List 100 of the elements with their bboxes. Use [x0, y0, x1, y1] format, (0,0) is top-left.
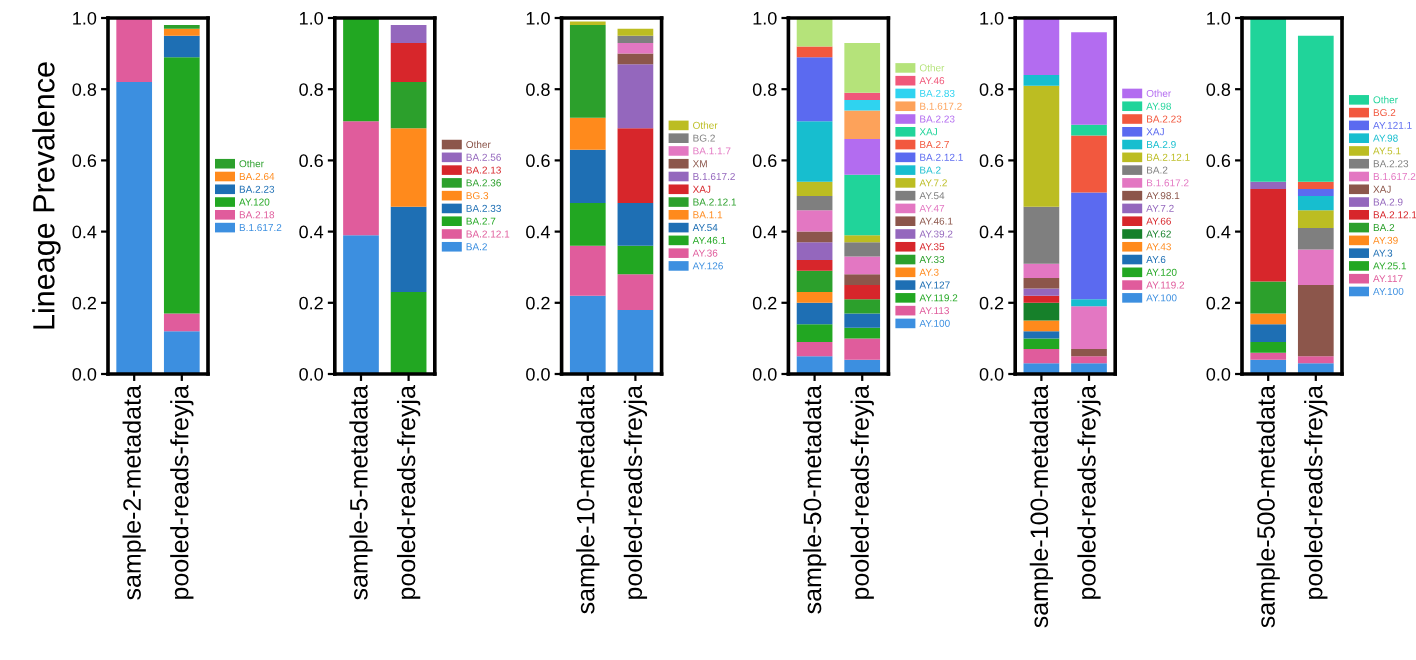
bar	[390, 82, 427, 129]
y-tick-label: 1.0	[753, 11, 777, 25]
bar	[569, 149, 606, 204]
bar	[844, 99, 881, 111]
x-tick-label: sample-10-metadata	[576, 385, 600, 614]
bar	[1071, 349, 1107, 357]
y-tick-label: 1.0	[1207, 11, 1231, 25]
bar	[1297, 196, 1334, 211]
bar	[1023, 18, 1060, 75]
y-tick-label: 0.4	[752, 225, 777, 239]
bar	[1023, 302, 1060, 321]
bar	[343, 18, 379, 122]
bar	[390, 206, 427, 293]
bar	[116, 18, 153, 83]
bar	[1023, 85, 1060, 207]
y-tick-label: 0.0	[299, 367, 323, 381]
bar	[844, 42, 881, 93]
bar	[1297, 181, 1334, 189]
bar	[569, 25, 606, 118]
bar	[569, 245, 606, 296]
bar	[1297, 35, 1334, 182]
bar	[796, 270, 833, 293]
bar	[1023, 74, 1060, 86]
bar	[1071, 32, 1107, 125]
y-tick-label: 0.8	[752, 83, 777, 96]
y-tick-label: 0.8	[1206, 83, 1231, 96]
bar	[844, 327, 881, 339]
bar	[844, 299, 881, 314]
y-tick-label: 0.4	[72, 225, 97, 239]
bar	[390, 128, 427, 207]
bar	[1250, 181, 1287, 189]
bar	[1071, 299, 1107, 307]
bar	[1250, 324, 1287, 342]
y-tick-label: 0.6	[752, 154, 777, 168]
bar	[1023, 331, 1060, 339]
bar	[1023, 349, 1060, 364]
y-tick-label: 0.8	[72, 83, 97, 96]
bar	[796, 302, 833, 325]
y-tick-label: 1.0	[73, 11, 97, 25]
bar	[1297, 285, 1334, 357]
y-tick-label: 0.2	[72, 296, 96, 310]
bar	[569, 295, 606, 374]
bar	[390, 292, 427, 374]
bar	[163, 35, 200, 58]
bar	[796, 121, 833, 182]
bar	[390, 42, 427, 83]
x-tick-label: sample-500-metadata	[1256, 385, 1280, 628]
bar	[1023, 320, 1060, 332]
y-tick-label: 0.4	[526, 225, 550, 239]
bar	[844, 92, 881, 100]
x-tick-label: pooled-reads-freyja	[396, 385, 421, 599]
bar	[796, 341, 833, 357]
bar	[617, 309, 654, 374]
bar	[844, 235, 881, 243]
y-tick-label: 0.2	[1206, 296, 1230, 310]
bar	[1023, 295, 1060, 303]
bar	[1023, 288, 1060, 296]
bar	[1023, 206, 1060, 264]
x-tick-label: sample-2-metadata	[122, 385, 146, 600]
y-tick-label: 0.0	[72, 367, 97, 381]
y-tick-label: 0.0	[526, 367, 550, 381]
y-tick-label: 0.6	[1206, 154, 1231, 168]
bar	[844, 110, 881, 140]
bar	[844, 174, 881, 236]
y-tick-label: 0.2	[979, 296, 1004, 310]
bar	[390, 25, 427, 43]
y-tick-label: 1.0	[526, 11, 550, 25]
y-tick-label: 1.0	[299, 11, 323, 25]
bar	[1297, 188, 1334, 196]
bar	[1071, 135, 1107, 193]
bar	[617, 64, 654, 129]
y-tick-label: 1.0	[980, 11, 1004, 25]
bar	[617, 245, 654, 275]
bar	[163, 28, 200, 36]
x-tick-label: pooled-reads-freyja	[623, 385, 648, 599]
bar	[1023, 277, 1060, 289]
bar	[1071, 192, 1107, 300]
bar	[796, 260, 833, 271]
x-tick-label: sample-100-metadata	[1029, 385, 1054, 628]
y-tick-label: 0.2	[299, 296, 323, 310]
bar	[796, 196, 833, 211]
bar	[163, 313, 200, 332]
bar	[1297, 210, 1334, 229]
bar	[617, 28, 654, 36]
y-tick-label: 0.6	[526, 154, 550, 168]
x-tick-label: pooled-reads-freyja	[1077, 385, 1101, 599]
bar	[1250, 188, 1287, 282]
bar	[163, 331, 200, 374]
bar	[1297, 249, 1334, 285]
bar	[844, 313, 881, 328]
bar	[617, 203, 654, 246]
x-tick-label: pooled-reads-freyja	[1304, 385, 1328, 599]
x-tick-label: sample-50-metadata	[802, 385, 827, 614]
bar	[1250, 341, 1287, 353]
bar	[796, 242, 833, 261]
y-tick-label: 0.2	[752, 296, 777, 310]
bar	[844, 274, 881, 285]
bar	[569, 117, 606, 150]
y-axis-title: Lineage Prevalence	[32, 62, 61, 329]
x-tick-label: pooled-reads-freyja	[850, 385, 874, 599]
